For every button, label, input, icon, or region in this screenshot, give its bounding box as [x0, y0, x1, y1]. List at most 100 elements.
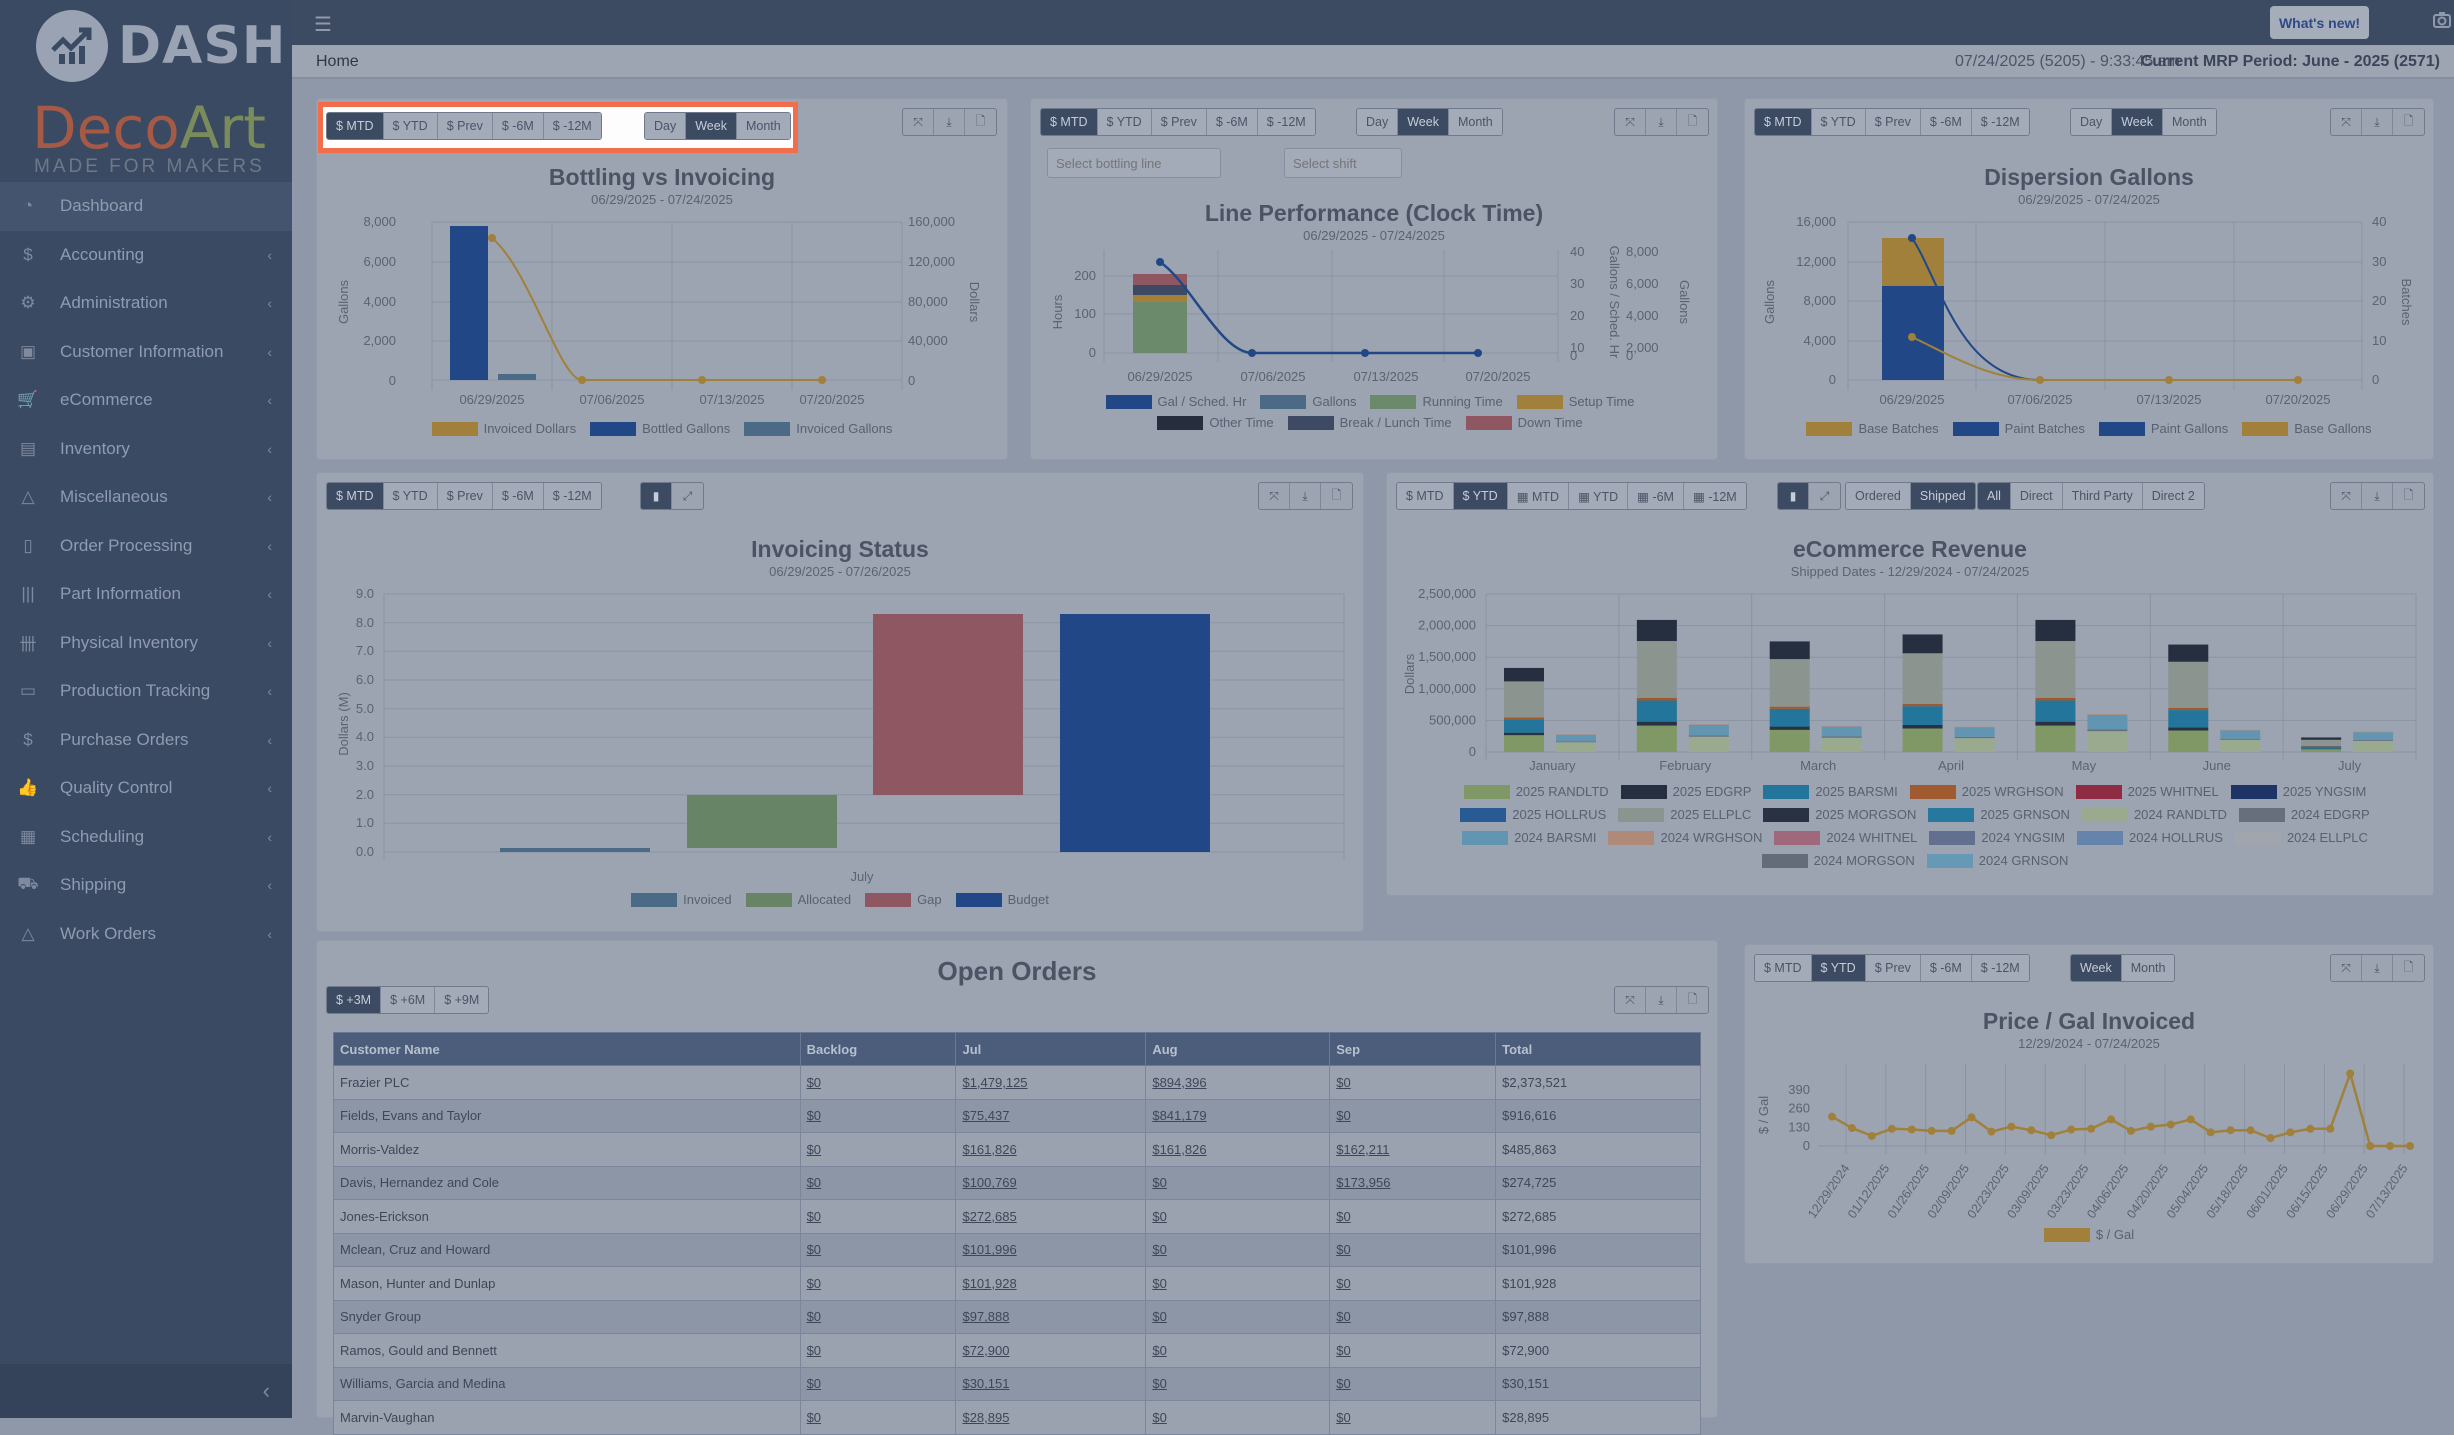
date-range-icon[interactable]: ⤢	[682, 488, 693, 503]
shift-select[interactable]	[1284, 148, 1402, 178]
csv-file-icon[interactable]: 🗋	[1687, 991, 1698, 1006]
period-buttons-12m-button[interactable]: $ -12M	[1257, 109, 1315, 135]
ecom-buttons-ytd-button[interactable]: $ YTD	[1453, 483, 1508, 509]
expand-icon[interactable]: ⤧	[903, 109, 934, 135]
grain-buttons-month-button[interactable]: Month	[2162, 109, 2216, 135]
period-buttons-ytd-button[interactable]: $ YTD	[383, 483, 438, 509]
legend-item-bottled-gallons[interactable]: Bottled Gallons	[590, 421, 730, 436]
legend-item-2025-randltd[interactable]: 2025 RANDLTD	[1463, 784, 1609, 799]
legend-item-2025-whitnel[interactable]: 2025 WHITNEL	[2075, 784, 2219, 799]
period-buttons-6m-button[interactable]: $ -6M	[492, 113, 544, 139]
legend-item-2025-barsmi[interactable]: 2025 BARSMI	[1763, 784, 1898, 799]
jul-cell[interactable]: $101,996	[955, 1232, 1147, 1267]
csv-file-icon[interactable]: 🗋	[2403, 959, 2414, 974]
period-buttons-ytd-button[interactable]: $ YTD	[1811, 955, 1866, 981]
ecom-mode-ordered-button[interactable]: Ordered	[1846, 483, 1911, 509]
backlog-cell[interactable]: $0	[799, 1366, 957, 1401]
download-icon[interactable]: ⤓	[2362, 109, 2393, 135]
jul-cell[interactable]: $100,769	[955, 1165, 1147, 1200]
ecom-channel-third-party-button[interactable]: Third Party	[2062, 483, 2143, 509]
download-icon[interactable]: ⤓	[1646, 109, 1677, 135]
legend-item-2024-morgson[interactable]: 2024 MORGSON	[1761, 853, 1915, 868]
expand-icon[interactable]: ⤧	[1259, 483, 1290, 509]
backlog-cell[interactable]: $0	[799, 1232, 957, 1267]
jul-cell[interactable]: $30,151	[955, 1366, 1147, 1401]
breadcrumb-home[interactable]: Home	[316, 53, 359, 70]
aug-cell[interactable]: $0	[1145, 1266, 1331, 1301]
jul-cell[interactable]: $72,900	[955, 1333, 1147, 1368]
legend-item-setup-time[interactable]: Setup Time	[1516, 394, 1634, 409]
period-buttons-6m-button[interactable]: $ -6M	[1206, 109, 1258, 135]
expand-icon[interactable]: ⤧	[2331, 109, 2362, 135]
period-buttons-ytd-button[interactable]: $ YTD	[1811, 109, 1866, 135]
legend-item-paint-gallons[interactable]: Paint Gallons	[2098, 421, 2228, 436]
period-buttons-mtd-button[interactable]: $ MTD	[1041, 109, 1098, 135]
sep-cell[interactable]: $0	[1329, 1333, 1497, 1368]
legend-item-allocated[interactable]: Allocated	[745, 892, 851, 907]
sidebar-item-administration[interactable]: ⚙ Administration ‹	[0, 279, 292, 328]
legend-item-other-time[interactable]: Other Time	[1157, 415, 1274, 430]
period-buttons-mtd-button[interactable]: $ MTD	[327, 483, 384, 509]
period-buttons-12m-button[interactable]: $ -12M	[543, 483, 601, 509]
sidebar-item-customer-information[interactable]: ▣ Customer Information ‹	[0, 328, 292, 377]
sidebar-item-order-processing[interactable]: ▯ Order Processing ‹	[0, 522, 292, 571]
grain-buttons-day-button[interactable]: Day	[1357, 109, 1399, 135]
open-buttons-9m-button[interactable]: $ +9M	[435, 987, 489, 1013]
period-buttons-6m-button[interactable]: $ -6M	[492, 483, 544, 509]
sidebar-item-scheduling[interactable]: ▦ Scheduling ‹	[0, 813, 292, 862]
aug-cell[interactable]: $0	[1145, 1400, 1331, 1435]
sep-cell[interactable]: $0	[1329, 1098, 1497, 1133]
jul-cell[interactable]: $1,479,125	[955, 1065, 1147, 1100]
legend-item-2025-hollrus[interactable]: 2025 HOLLRUS	[1460, 807, 1606, 822]
legend-item-base-gallons[interactable]: Base Gallons	[2242, 421, 2372, 436]
sidebar-item-quality-control[interactable]: 👍 Quality Control ‹	[0, 764, 292, 813]
period-buttons-12m-button[interactable]: $ -12M	[1971, 955, 2029, 981]
backlog-cell[interactable]: $0	[799, 1299, 957, 1334]
aug-cell[interactable]: $0	[1145, 1199, 1331, 1234]
aug-cell[interactable]: $0	[1145, 1165, 1331, 1200]
ecom-buttons-cal-mtd-button[interactable]: ▦ MTD	[1507, 483, 1570, 509]
ecom-buttons-cal-ytd-button[interactable]: ▦ YTD	[1569, 483, 1629, 509]
legend-item-2024-randltd[interactable]: 2024 RANDLTD	[2081, 807, 2227, 822]
download-icon[interactable]: ⤓	[2362, 955, 2393, 981]
legend-item-base-batches[interactable]: Base Batches	[1806, 421, 1939, 436]
sidebar-collapse-button[interactable]: ‹	[0, 1364, 292, 1418]
period-buttons-prev-button[interactable]: $ Prev	[1865, 109, 1921, 135]
grain-buttons-day-button[interactable]: Day	[645, 113, 687, 139]
jul-cell[interactable]: $161,826	[955, 1132, 1147, 1167]
csv-file-icon[interactable]: 🗋	[2403, 113, 2414, 128]
grain-buttons-month-button[interactable]: Month	[736, 113, 790, 139]
sidebar-item-inventory[interactable]: ▤ Inventory ‹	[0, 425, 292, 474]
grain-buttons-day-button[interactable]: Day	[2071, 109, 2113, 135]
camera-icon[interactable]	[2432, 10, 2452, 36]
sidebar-item-work-orders[interactable]: △ Work Orders ‹	[0, 910, 292, 959]
sep-cell[interactable]: $0	[1329, 1299, 1497, 1334]
legend-item-2024-wrghson[interactable]: 2024 WRGHSON	[1608, 830, 1762, 845]
sep-cell[interactable]: $173,956	[1329, 1165, 1497, 1200]
period-buttons-mtd-button[interactable]: $ MTD	[1755, 109, 1812, 135]
ecom-channel-direct-2-button[interactable]: Direct 2	[2142, 483, 2204, 509]
download-icon[interactable]: ⤓	[1646, 987, 1677, 1013]
jul-cell[interactable]: $28,895	[955, 1400, 1147, 1435]
grain-buttons2-month-button[interactable]: Month	[2121, 955, 2175, 981]
sidebar-item-production-tracking[interactable]: ▭ Production Tracking ‹	[0, 667, 292, 716]
sep-cell[interactable]: $0	[1329, 1366, 1497, 1401]
sidebar-item-ecommerce[interactable]: 🛒 eCommerce ‹	[0, 376, 292, 425]
open-buttons-6m-button[interactable]: $ +6M	[381, 987, 436, 1013]
download-icon[interactable]: ⤓	[2362, 483, 2393, 509]
backlog-cell[interactable]: $0	[799, 1065, 957, 1100]
sidebar-item-physical-inventory[interactable]: 卌 Physical Inventory ‹	[0, 619, 292, 668]
aug-cell[interactable]: $0	[1145, 1333, 1331, 1368]
calendar-icon[interactable]: ▮	[641, 483, 672, 509]
bottling-line-select[interactable]	[1047, 148, 1221, 178]
ecom-buttons-cal-12m-button[interactable]: ▦ -12M	[1683, 483, 1746, 509]
expand-icon[interactable]: ⤧	[1615, 987, 1646, 1013]
legend-item-2025-edgrp[interactable]: 2025 EDGRP	[1620, 784, 1751, 799]
backlog-cell[interactable]: $0	[799, 1266, 957, 1301]
legend-item-2025-morgson[interactable]: 2025 MORGSON	[1763, 807, 1916, 822]
legend-item-2025-ellplc[interactable]: 2025 ELLPLC	[1618, 807, 1751, 822]
period-buttons-12m-button[interactable]: $ -12M	[1971, 109, 2029, 135]
sep-cell[interactable]: $0	[1329, 1266, 1497, 1301]
legend-item-2024-barsmi[interactable]: 2024 BARSMI	[1462, 830, 1596, 845]
legend-item-2025-yngsim[interactable]: 2025 YNGSIM	[2230, 784, 2366, 799]
